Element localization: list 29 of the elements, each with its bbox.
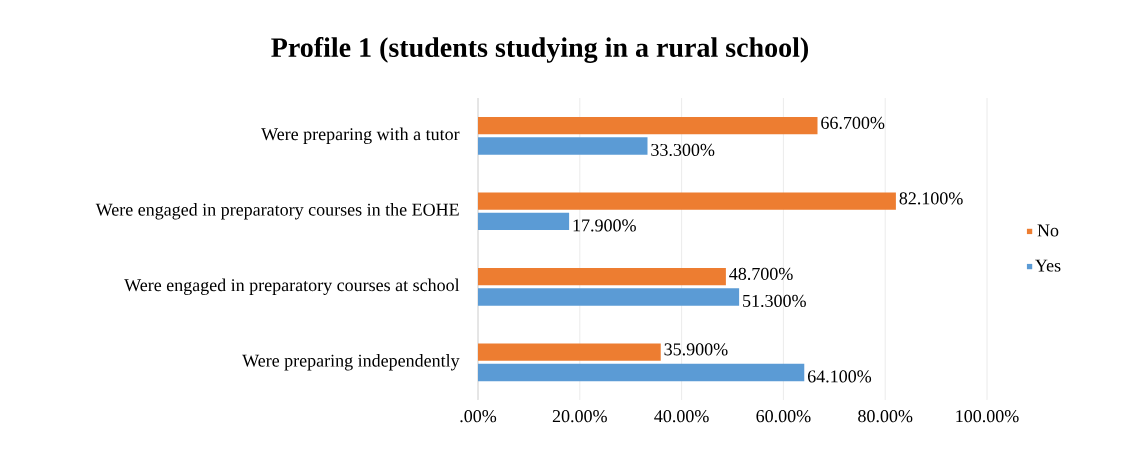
y-tick-label: Were engaged in preparatory courses in the EOHE — [95, 203, 459, 220]
bar — [478, 343, 661, 361]
bar — [478, 116, 818, 135]
x-tick-label: 40.00% — [654, 410, 709, 423]
bar — [478, 192, 896, 210]
y-tick-label: Were engaged in preparatory courses at school — [124, 278, 460, 295]
data-label: 17.900% — [573, 219, 636, 232]
data-label: 33.300% — [651, 143, 715, 157]
bar — [478, 137, 648, 155]
x-tick-label: .00% — [460, 410, 497, 423]
data-label: 64.100% — [807, 370, 872, 383]
x-tick-label: 100.00% — [956, 410, 1019, 423]
bar — [478, 363, 805, 382]
data-label: 51.300% — [743, 294, 806, 308]
legend-label: No — [1037, 224, 1059, 237]
data-label: 48.700% — [729, 267, 793, 280]
data-label: 35.900% — [664, 343, 728, 356]
bar — [478, 212, 570, 231]
x-tick-label: 20.00% — [552, 410, 607, 423]
data-label: 82.100% — [899, 192, 963, 205]
x-tick-label: 80.00% — [858, 410, 913, 423]
bar — [478, 288, 740, 306]
y-tick-label: Were preparing with a tutor — [261, 127, 460, 144]
bar — [478, 267, 726, 286]
data-label: 66.700% — [821, 116, 885, 129]
legend-label: Yes — [1035, 259, 1061, 272]
x-tick-label: 60.00% — [756, 410, 811, 423]
chart-title: Profile 1 (students studying in a rural school) — [271, 37, 809, 63]
y-tick-label: Were preparing independently — [242, 354, 460, 371]
